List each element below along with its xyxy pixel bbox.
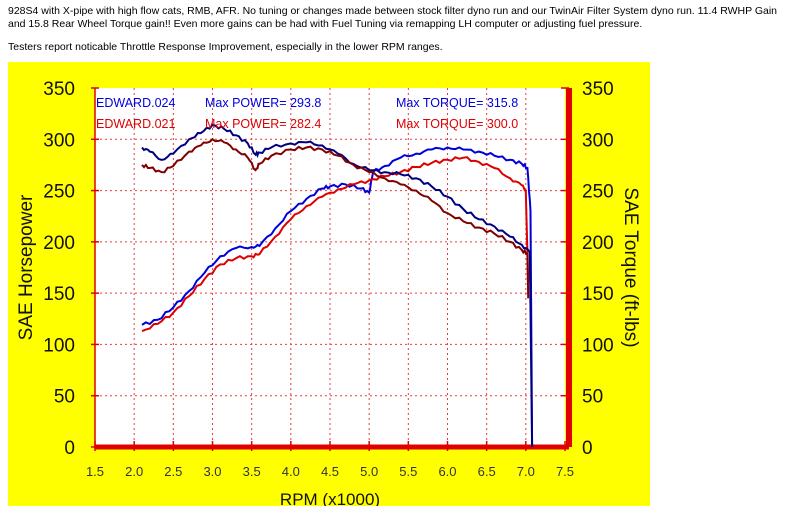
legend-run-name: EDWARD.021 xyxy=(96,117,175,131)
y2-tick-label: 0 xyxy=(582,438,593,459)
y2-tick-label: 50 xyxy=(582,387,603,408)
x-tick-label: 5.5 xyxy=(399,464,417,479)
y-tick-label: 100 xyxy=(43,335,75,356)
x-tick-label: 6.0 xyxy=(438,464,456,479)
series-edward-021-torque xyxy=(141,138,530,299)
y2-tick-label: 300 xyxy=(582,130,614,151)
x-tick-label: 3.0 xyxy=(203,464,221,479)
y2-tick-label: 100 xyxy=(582,335,614,356)
x-tick-label: 7.0 xyxy=(517,464,535,479)
y-axis-title: SAE Horsepower xyxy=(16,194,37,340)
y-tick-label: 250 xyxy=(43,182,75,203)
y2-axis-title: SAE Torque (ft-lbs) xyxy=(620,187,641,347)
x-tick-label: 4.0 xyxy=(282,464,300,479)
x-tick-label: 6.5 xyxy=(478,464,496,479)
y-tick-label: 200 xyxy=(43,233,75,254)
y-tick-label: 150 xyxy=(43,284,75,305)
throttle-note: Testers report noticable Throttle Respon… xyxy=(8,41,443,53)
legend-run-name: EDWARD.024 xyxy=(96,96,175,110)
plot-area xyxy=(95,88,565,447)
series-edward-024-torque xyxy=(141,123,534,448)
x-tick-label: 7.5 xyxy=(556,464,574,479)
x-tick-label: 4.5 xyxy=(321,464,339,479)
legend-max-power: Max POWER= 293.8 xyxy=(205,96,321,110)
y2-tick-label: 200 xyxy=(582,233,614,254)
x-axis-title: RPM (x1000) xyxy=(280,490,380,506)
x-tick-label: 2.5 xyxy=(164,464,182,479)
y2-tick-label: 150 xyxy=(582,284,614,305)
y2-tick-label: 350 xyxy=(582,79,614,100)
y-tick-label: 300 xyxy=(43,130,75,151)
legend-max-torque: Max TORQUE= 300.0 xyxy=(396,117,518,131)
dyno-chart-panel: 1.5 2.0 2.5 3.0 3.5 4.0 4.5 5.0 5.5 6.0 6.5 7.0 7.5 0… xyxy=(8,62,650,506)
y-tick-label: 50 xyxy=(54,387,75,408)
dyno-chart: 1.5 2.0 2.5 3.0 3.5 4.0 4.5 5.0 5.5 6.0 6.5 7.0 7.5 0… xyxy=(16,79,641,506)
x-tick-label: 3.5 xyxy=(243,464,261,479)
y2-tick-label: 250 xyxy=(582,182,614,203)
x-tick-label: 1.5 xyxy=(86,464,104,479)
x-tick-label: 2.0 xyxy=(125,464,143,479)
intro-paragraph: 928S4 with X-pipe with high flow cats, R… xyxy=(8,5,778,30)
x-tick-label: 5.0 xyxy=(360,464,378,479)
series-edward-021-horsepower xyxy=(141,156,530,333)
y-tick-label: 0 xyxy=(64,438,75,459)
series-edward-024-horsepower xyxy=(141,146,534,448)
y-tick-label: 350 xyxy=(43,79,75,100)
legend-max-torque: Max TORQUE= 315.8 xyxy=(396,96,518,110)
legend-max-power: Max POWER= 282.4 xyxy=(205,117,321,131)
